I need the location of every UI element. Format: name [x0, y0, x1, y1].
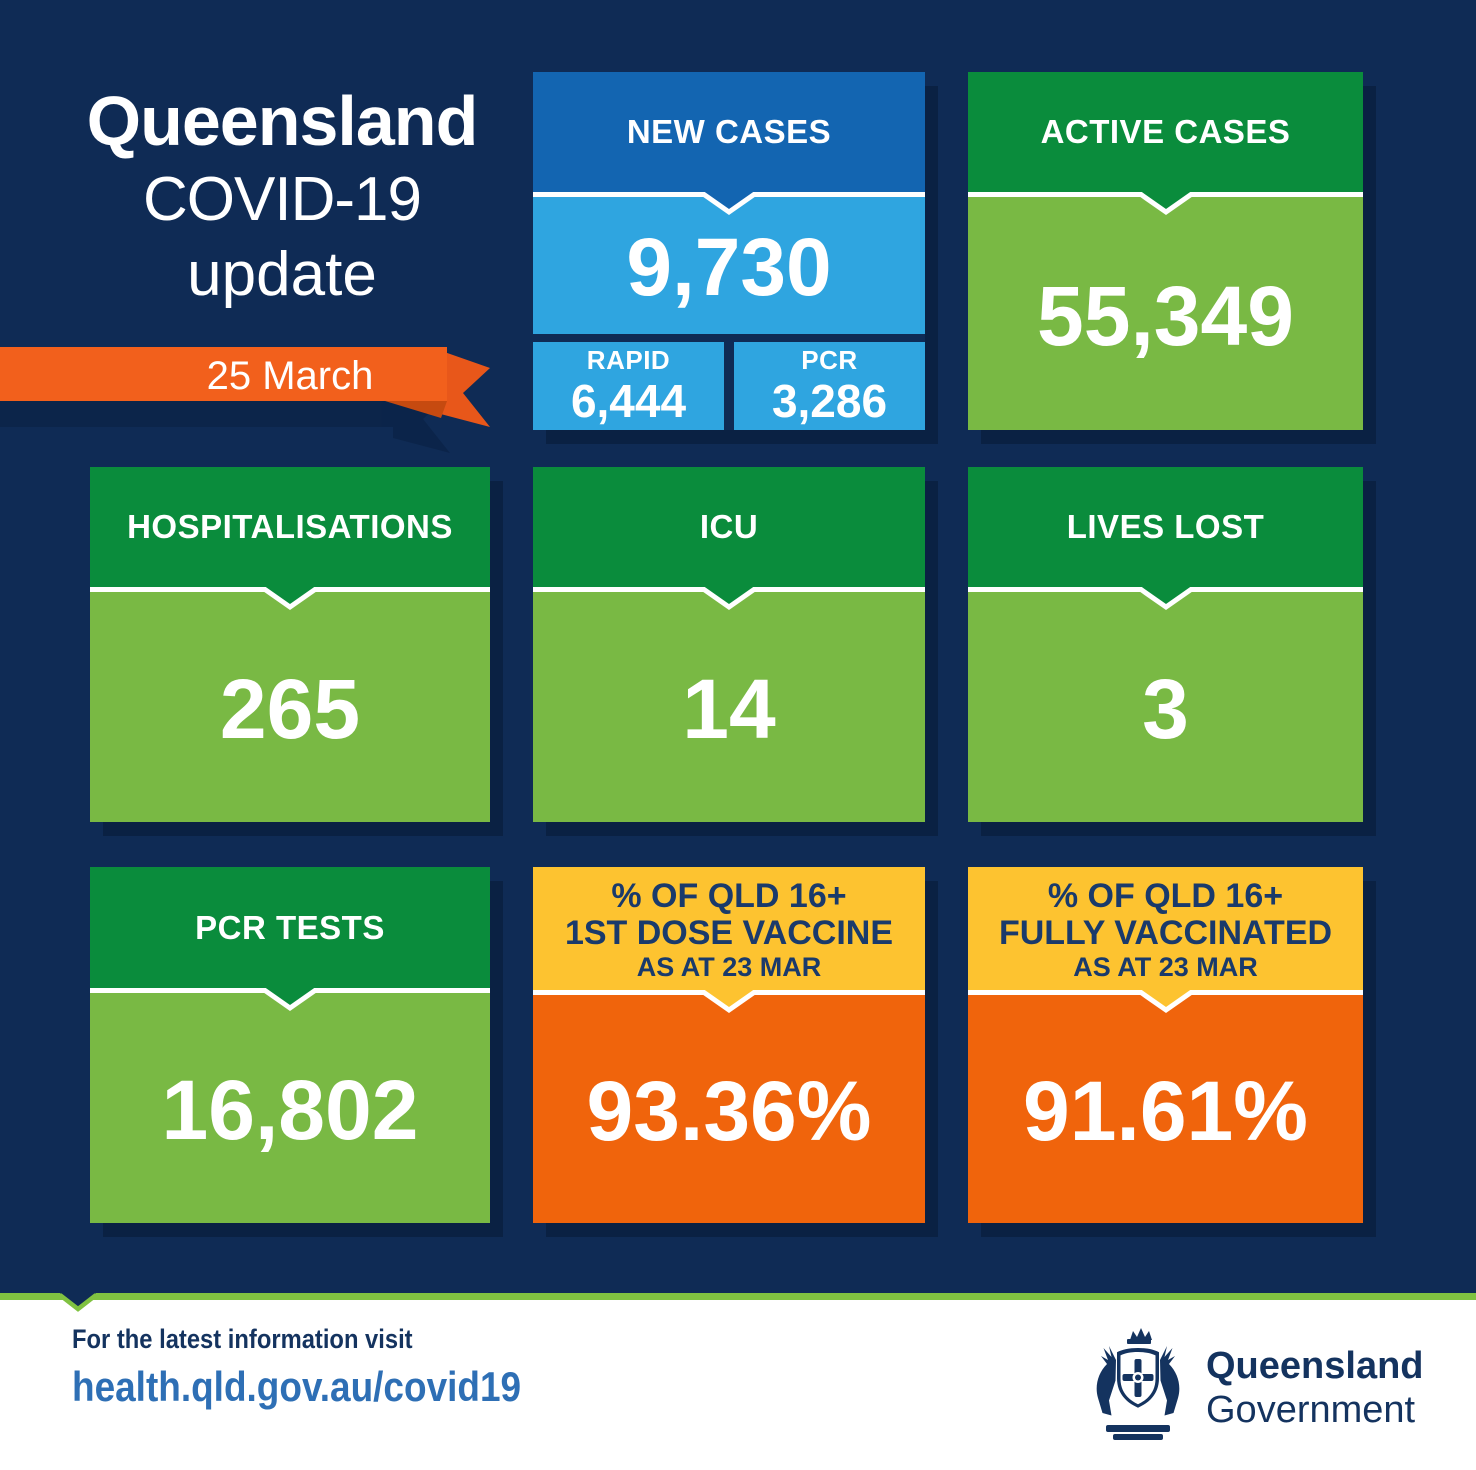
pcr-label: PCR: [801, 345, 858, 375]
notch-icon: [533, 990, 925, 1014]
card-fully-vaccinated: % OF QLD 16+ FULLY VACCINATED AS AT 23 M…: [968, 867, 1363, 1223]
lives-lost-header: LIVES LOST: [968, 467, 1363, 587]
card-hospitalisations: HOSPITALISATIONS 265: [90, 467, 490, 822]
coat-of-arms-icon: [1096, 1328, 1180, 1440]
logo-wordmark: Queensland Government: [1206, 1324, 1424, 1442]
footer: For the latest information visit health.…: [0, 1293, 1476, 1470]
footer-notch-icon: [60, 1293, 96, 1312]
queensland-government-logo: Queensland Government: [1086, 1324, 1424, 1442]
fully-vaccinated-title-line3: AS AT 23 MAR: [1073, 952, 1258, 982]
title-covid19: COVID-19: [143, 165, 422, 234]
hospitalisations-header: HOSPITALISATIONS: [90, 467, 490, 587]
new-cases-value: 9,730: [626, 222, 832, 313]
new-cases-body: 9,730: [533, 192, 925, 334]
pcr-tests-value: 16,802: [161, 1063, 419, 1157]
card-first-dose-vaccine: % OF QLD 16+ 1ST DOSE VACCINE AS AT 23 M…: [533, 867, 925, 1223]
rapid-label: RAPID: [586, 345, 671, 375]
notch-icon: [90, 587, 490, 611]
card-lives-lost: LIVES LOST 3: [968, 467, 1363, 822]
fully-vaccinated-title-line2: FULLY VACCINATED: [998, 914, 1333, 952]
card-icu: ICU 14: [533, 467, 925, 822]
first-dose-value: 93.36%: [586, 1064, 872, 1158]
lives-lost-title: LIVES LOST: [1066, 508, 1265, 545]
first-dose-body: 93.36%: [533, 990, 925, 1223]
fully-vaccinated-body: 91.61%: [968, 990, 1363, 1223]
hospitalisations-value: 265: [219, 662, 361, 756]
hospitalisations-body: 265: [90, 587, 490, 822]
pcr-cell: PCR 3,286: [734, 342, 925, 430]
pcr-value: 3,286: [771, 375, 888, 427]
icu-header: ICU: [533, 467, 925, 587]
lives-lost-body: 3: [968, 587, 1363, 822]
notch-icon: [90, 988, 490, 1012]
card-new-cases: NEW CASES 9,730 RAPID 6,444 PCR 3,286: [533, 72, 925, 430]
date-ribbon-graphic: [0, 347, 490, 453]
first-dose-title-line1: % OF QLD 16+: [611, 877, 847, 915]
fully-vaccinated-title-line1: % OF QLD 16+: [1047, 877, 1284, 915]
new-cases-header: NEW CASES: [533, 72, 925, 192]
fully-vaccinated-value: 91.61%: [1023, 1064, 1308, 1158]
active-cases-title: ACTIVE CASES: [1040, 113, 1291, 150]
logo-government-text: Government: [1206, 1389, 1416, 1431]
active-cases-body: 55,349: [968, 192, 1363, 430]
active-cases-value: 55,349: [1037, 268, 1294, 363]
new-cases-title: NEW CASES: [626, 113, 832, 150]
first-dose-title-line2: 1ST DOSE VACCINE: [564, 914, 894, 952]
rapid-value: 6,444: [570, 375, 687, 427]
first-dose-title-line3: AS AT 23 MAR: [636, 952, 822, 982]
date-ribbon-label: 25 March: [206, 354, 374, 398]
pcr-tests-body: 16,802: [90, 988, 490, 1223]
notch-icon: [533, 587, 925, 611]
footer-info-text: For the latest information visit: [72, 1324, 413, 1354]
footer-url-text: health.qld.gov.au/covid19: [72, 1363, 522, 1410]
new-cases-breakdown: RAPID 6,444 PCR 3,286: [533, 342, 925, 430]
title-update: update: [187, 240, 377, 309]
logo-queensland-text: Queensland: [1206, 1345, 1424, 1387]
notch-icon: [968, 587, 1363, 611]
footer-text-block: For the latest information visit health.…: [72, 1324, 582, 1411]
rapid-tests-cell: RAPID 6,444: [533, 342, 724, 430]
first-dose-header: % OF QLD 16+ 1ST DOSE VACCINE AS AT 23 M…: [533, 867, 925, 990]
notch-icon: [968, 192, 1363, 216]
icu-title: ICU: [699, 508, 759, 545]
page-title: Queensland COVID-19 update: [42, 80, 522, 312]
pcr-tests-title: PCR TESTS: [195, 908, 385, 946]
active-cases-header: ACTIVE CASES: [968, 72, 1363, 192]
icu-value: 14: [682, 662, 776, 756]
title-queensland: Queensland: [86, 82, 479, 160]
pcr-tests-header: PCR TESTS: [90, 867, 490, 988]
notch-icon: [968, 990, 1363, 1014]
fully-vaccinated-header: % OF QLD 16+ FULLY VACCINATED AS AT 23 M…: [968, 867, 1363, 990]
lives-lost-value: 3: [1142, 662, 1189, 756]
card-pcr-tests: PCR TESTS 16,802: [90, 867, 490, 1223]
card-active-cases: ACTIVE CASES 55,349: [968, 72, 1363, 430]
icu-body: 14: [533, 587, 925, 822]
hospitalisations-title: HOSPITALISATIONS: [127, 508, 453, 545]
